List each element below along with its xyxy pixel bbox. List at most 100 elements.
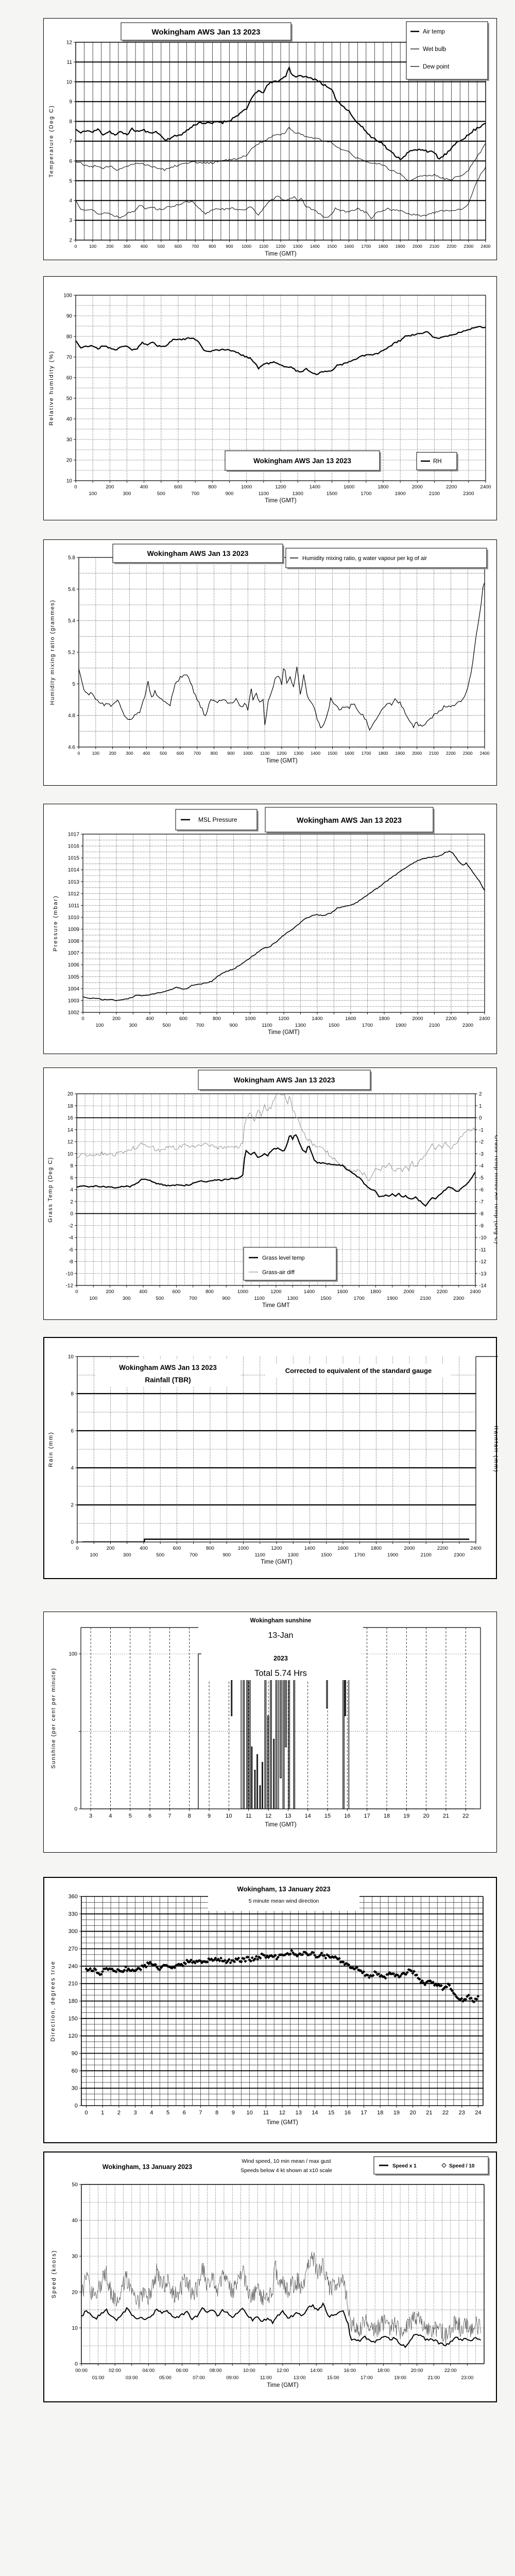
svg-text:2300: 2300 [463,751,473,756]
svg-text:120: 120 [68,2033,78,2039]
svg-text:1300: 1300 [293,244,303,249]
grass-chart-canvas: 0 200 400 600 800 1000 1200 1400 1600 1800 2000 220… [47,1070,500,1309]
svg-text:19: 19 [393,2110,400,2116]
y-axis-title: Rain (mm) [48,1431,54,1467]
svg-text:-2: -2 [479,1140,484,1145]
svg-text:2100: 2100 [420,1296,431,1301]
title-box [198,1070,371,1090]
svg-text:1000: 1000 [242,244,251,249]
svg-text:20: 20 [67,1092,74,1097]
svg-text:700: 700 [196,1023,204,1028]
svg-text:100: 100 [90,1552,98,1558]
svg-text:1007: 1007 [68,951,80,956]
plot-border [80,1627,481,1809]
svg-text:2000: 2000 [412,484,423,490]
svg-text:330: 330 [68,1911,78,1917]
svg-text:2100: 2100 [421,1552,432,1558]
chart-text: Wokingham AWS Jan 13 2023 [253,457,351,465]
series-grass-air-diff [77,1094,475,1181]
svg-text:900: 900 [222,1552,231,1558]
y-axis-title: Speed (knots) [51,2250,57,2298]
title-box [265,807,434,833]
gridlines [77,1094,475,1285]
svg-text:200: 200 [106,1289,114,1295]
svg-text:18: 18 [384,1813,390,1819]
svg-text:0: 0 [70,1211,73,1217]
chart-text: Wind speed, 10 min mean / max gust [242,2158,331,2164]
y-axis-title: Temperature (Deg C) [48,105,55,177]
mask-box [208,1880,359,1911]
svg-text:200: 200 [112,1016,121,1022]
svg-text:1800: 1800 [379,751,388,756]
svg-text:06:00: 06:00 [176,2368,188,2374]
svg-text:1800: 1800 [379,244,388,249]
svg-text:300: 300 [68,1928,78,1935]
svg-text:20: 20 [423,1813,429,1819]
svg-text:1600: 1600 [345,751,354,756]
svg-text:16:00: 16:00 [344,2368,356,2374]
svg-text:1700: 1700 [362,751,371,756]
svg-text:0: 0 [74,484,77,490]
svg-text:5: 5 [129,1813,132,1819]
chart-text: MSL Pressure [198,816,237,823]
svg-text:15:00: 15:00 [327,2375,339,2381]
gridlines [81,2184,484,2364]
svg-text:1700: 1700 [354,1552,365,1558]
svg-text:1500: 1500 [320,1296,331,1301]
svg-text:2200: 2200 [437,1289,448,1295]
chart-text: Speed x 1 [392,2163,417,2169]
x-axis-title: Time (GMT) [265,1822,297,1828]
y-axis-title: Pressure (mbar) [53,895,59,951]
x-axis-title: Time (GMT) [265,498,297,504]
svg-text:2300: 2300 [454,1552,465,1558]
svg-text:-2: -2 [68,1223,73,1229]
svg-text:08:00: 08:00 [210,2368,222,2374]
svg-text:1700: 1700 [362,1023,373,1028]
svg-text:1003: 1003 [68,998,80,1004]
svg-text:200: 200 [109,751,116,756]
svg-text:12: 12 [279,2110,285,2116]
temp-chart-canvas: 0 100 200 300 400 500 600 700 800 900 1000 1100 1200… [48,21,491,257]
gridlines [81,1896,483,2106]
svg-text:1200: 1200 [278,1016,289,1022]
svg-text:0: 0 [75,2103,78,2109]
svg-text:80: 80 [66,334,73,340]
chart-text: Wet bulb [423,46,446,53]
y-axis-title: Grass Temp (Deg C) [47,1157,54,1223]
svg-text:20: 20 [410,2110,416,2116]
svg-text:8: 8 [188,1813,191,1819]
svg-text:03:00: 03:00 [126,2375,138,2381]
sun-chart-canvas: 3 4 5 6 7 8 9 10 11 12 13 14 15 16 17 18 19 20 21 22 0 100 Wok… [50,1613,481,1828]
svg-text:600: 600 [174,484,182,490]
chart-text: Wokingham, 13 January 2023 [237,1885,330,1893]
svg-text:5.2: 5.2 [68,650,75,656]
svg-text:-7: -7 [479,1199,484,1205]
svg-text:1: 1 [101,2110,104,2116]
svg-text:10: 10 [67,1151,74,1157]
svg-text:-9: -9 [479,1223,484,1229]
svg-text:09:00: 09:00 [226,2375,238,2381]
y2-axis-title: Rainfall (mm) [493,1426,498,1472]
svg-text:00:00: 00:00 [75,2368,88,2374]
chart-panel-air-temperature: 0 100 200 300 400 500 600 700 800 900 1000 1100 1200… [43,18,497,260]
svg-text:50: 50 [72,2182,78,2188]
svg-text:600: 600 [173,1289,181,1295]
series-wet-bulb [76,126,486,181]
series-max-gust [81,2252,481,2345]
svg-text:11: 11 [246,1813,251,1819]
svg-text:1300: 1300 [288,1552,299,1558]
svg-text:1400: 1400 [310,484,320,490]
svg-text:10: 10 [68,1354,74,1360]
svg-text:14: 14 [67,1127,74,1133]
x-axis-title: Time (GMT) [265,251,297,257]
svg-text:1013: 1013 [68,879,80,885]
series-group [82,1538,470,1542]
svg-text:2200: 2200 [437,1546,448,1551]
svg-text:360: 360 [68,1894,78,1900]
svg-text:1500: 1500 [327,244,337,249]
svg-text:1012: 1012 [68,891,80,897]
svg-text:90: 90 [66,314,73,319]
svg-text:1300: 1300 [293,491,303,497]
series-group [83,850,485,1002]
